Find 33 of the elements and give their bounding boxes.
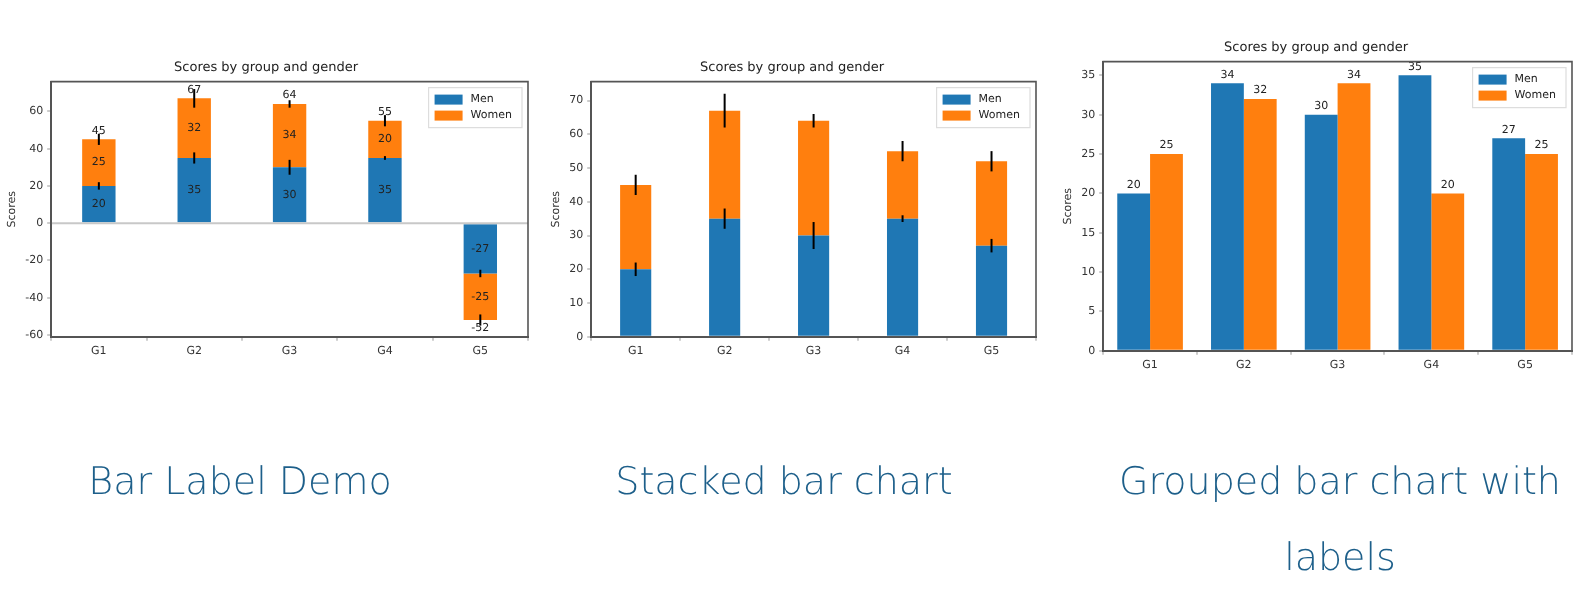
bar	[177, 98, 211, 158]
bar	[82, 185, 116, 223]
bar	[709, 110, 741, 219]
bar	[368, 120, 402, 158]
bar	[1337, 83, 1371, 350]
bar	[886, 151, 919, 219]
bar	[1117, 193, 1151, 350]
text: Stacked bar chart	[613, 458, 955, 508]
bar	[272, 103, 307, 168]
bar	[1431, 193, 1465, 350]
bar	[463, 273, 498, 321]
bar	[82, 139, 116, 186]
bar	[620, 184, 652, 270]
bar	[1304, 114, 1338, 350]
bar	[975, 161, 1008, 246]
bar	[1243, 98, 1277, 350]
bar	[1492, 138, 1526, 350]
bar	[798, 235, 830, 336]
text: Grouped bar chart with labels	[1117, 458, 1563, 584]
text: Bar Label Demo	[86, 458, 394, 508]
bar	[272, 167, 307, 223]
bar	[463, 224, 498, 274]
bar	[1211, 83, 1244, 350]
bar	[798, 120, 830, 236]
bar	[368, 157, 402, 223]
bar	[620, 269, 652, 336]
bar	[886, 218, 919, 336]
bar	[709, 218, 741, 336]
bar	[975, 245, 1008, 336]
bar	[1398, 75, 1432, 350]
bar	[1150, 154, 1183, 350]
bar	[177, 157, 211, 223]
bar	[1525, 154, 1558, 350]
